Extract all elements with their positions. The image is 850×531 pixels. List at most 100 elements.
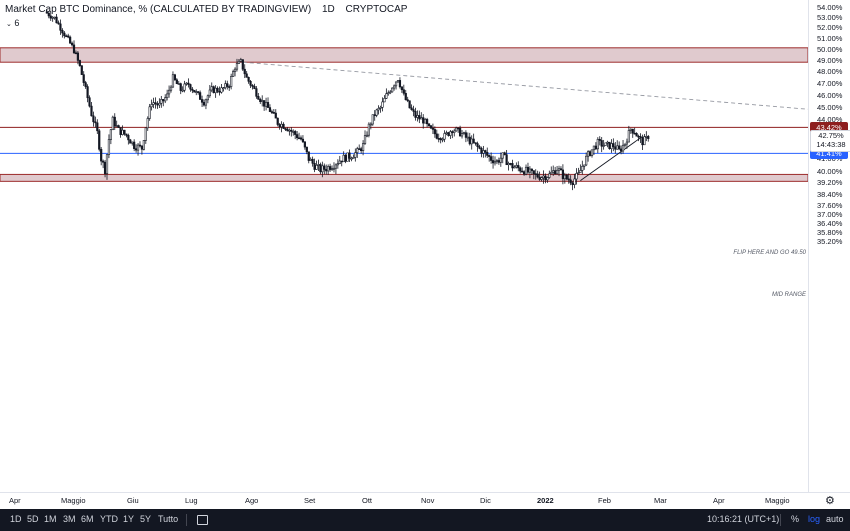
candle-body — [338, 160, 341, 164]
candle-body — [610, 143, 613, 150]
range-1y-button[interactable]: 1Y — [123, 514, 135, 524]
candle-body — [270, 111, 274, 113]
candle-body — [65, 35, 68, 38]
candle-body — [135, 148, 138, 151]
candle-body — [503, 152, 506, 155]
candle-body — [443, 133, 446, 140]
time-label: 2022 — [537, 496, 554, 505]
candle-body — [237, 60, 241, 64]
candle-body — [175, 79, 178, 85]
range-5d-button[interactable]: 5D — [27, 514, 39, 524]
candle-body — [323, 165, 326, 170]
candle-body — [453, 130, 456, 133]
candle-body — [501, 152, 504, 159]
price-tick-label: 44.00% — [817, 115, 843, 125]
candle-body — [297, 137, 301, 140]
candle-body — [612, 143, 615, 148]
candle-body — [509, 163, 512, 165]
time-label: Dic — [480, 496, 491, 505]
percent-toggle[interactable]: % — [791, 514, 800, 524]
candle-body — [587, 151, 590, 157]
candle-body — [425, 119, 429, 125]
candle-body — [216, 87, 219, 92]
candle-body — [588, 151, 592, 156]
candle-body — [311, 158, 314, 164]
bar-countdown: 14:43:38 — [816, 139, 846, 149]
candle-body — [169, 86, 173, 91]
log-toggle[interactable]: log — [808, 514, 821, 524]
candle-body — [199, 92, 202, 100]
candle-body — [67, 35, 70, 38]
candle-body — [98, 130, 101, 150]
price-tick-label: 53.00% — [817, 13, 843, 23]
auto-toggle[interactable]: auto — [826, 514, 844, 524]
range-ytd-button[interactable]: YTD — [100, 514, 118, 524]
candle-body — [187, 82, 190, 85]
range-5y-button[interactable]: 5Y — [140, 514, 152, 524]
candle-body — [614, 146, 617, 150]
candle-body — [328, 166, 332, 170]
clock-readout[interactable]: 10:16:21 (UTC+1) — [707, 514, 780, 524]
time-label: Maggio — [61, 496, 86, 505]
candle-body — [627, 130, 630, 143]
candle-body — [334, 164, 338, 169]
price-tick-label: 46.00% — [817, 90, 843, 100]
date-range-icon[interactable] — [197, 515, 208, 525]
candle-body — [257, 96, 260, 100]
trendline — [580, 137, 641, 182]
candle-body — [532, 170, 535, 174]
candle-body — [590, 149, 594, 156]
candle-body — [422, 117, 425, 124]
current-price-value: 42.75% — [818, 130, 844, 140]
time-axis[interactable]: Apr Maggio Giu Lug Ago Set Ott Nov Dic 2… — [0, 492, 850, 510]
range-6m-button[interactable]: 6M — [81, 514, 94, 524]
candle-body — [507, 163, 510, 166]
candle-body — [103, 161, 107, 174]
range-all-button[interactable]: Tutto — [158, 514, 179, 524]
candle-body — [439, 138, 442, 141]
candle-body — [631, 128, 634, 134]
candle-body — [88, 97, 91, 107]
candle-body — [451, 131, 454, 133]
candle-body — [59, 23, 62, 31]
candle-body — [464, 132, 468, 138]
range-3m-button[interactable]: 3M — [63, 514, 76, 524]
candle-body — [111, 116, 114, 131]
candle-body — [189, 84, 192, 90]
candle-body — [433, 129, 436, 135]
gear-icon[interactable]: ⚙ — [825, 495, 835, 507]
candle-body — [623, 143, 627, 146]
candle-body — [272, 112, 275, 114]
indicators-toggle[interactable]: ⌄ 6 — [6, 18, 19, 28]
symbol-name: Market Cap BTC Dominance, % (CALCULATED … — [5, 4, 312, 15]
candle-body — [350, 157, 353, 160]
candlestick-chart[interactable] — [0, 0, 808, 492]
price-tick-label: 37.60% — [817, 201, 843, 211]
candle-body — [325, 169, 328, 172]
candle-body — [218, 91, 221, 93]
mid-range-price-badge: 41.41% — [810, 147, 848, 159]
candle-body — [185, 82, 188, 85]
chart-pane[interactable]: Market Cap BTC Dominance, % (CALCULATED … — [0, 0, 808, 492]
exchange-label: CRYPTOCAP — [345, 4, 408, 15]
price-axis[interactable]: 54.00% 53.00% 52.00% 51.00% 50.00% 49.00% 48.0… — [808, 0, 850, 492]
candle-body — [63, 32, 66, 37]
candle-body — [222, 87, 225, 90]
symbol-title[interactable]: Market Cap BTC Dominance, % (CALCULATED … — [5, 4, 407, 15]
candle-body — [594, 145, 597, 150]
range-1d-button[interactable]: 1D — [10, 514, 22, 524]
candle-body — [276, 117, 279, 125]
candle-body — [581, 166, 584, 171]
interval-label[interactable]: 1D — [321, 4, 335, 15]
price-tick-label: 48.00% — [817, 67, 843, 77]
price-tick-label: 49.00% — [817, 56, 843, 66]
candle-body — [150, 104, 153, 108]
candle-body — [204, 99, 208, 106]
candle-body — [121, 129, 124, 135]
candle-body — [633, 132, 636, 135]
candle-body — [643, 136, 646, 146]
candle-body — [639, 136, 642, 138]
candle-body — [146, 118, 149, 129]
range-1m-button[interactable]: 1M — [44, 514, 57, 524]
candle-body — [429, 125, 433, 129]
